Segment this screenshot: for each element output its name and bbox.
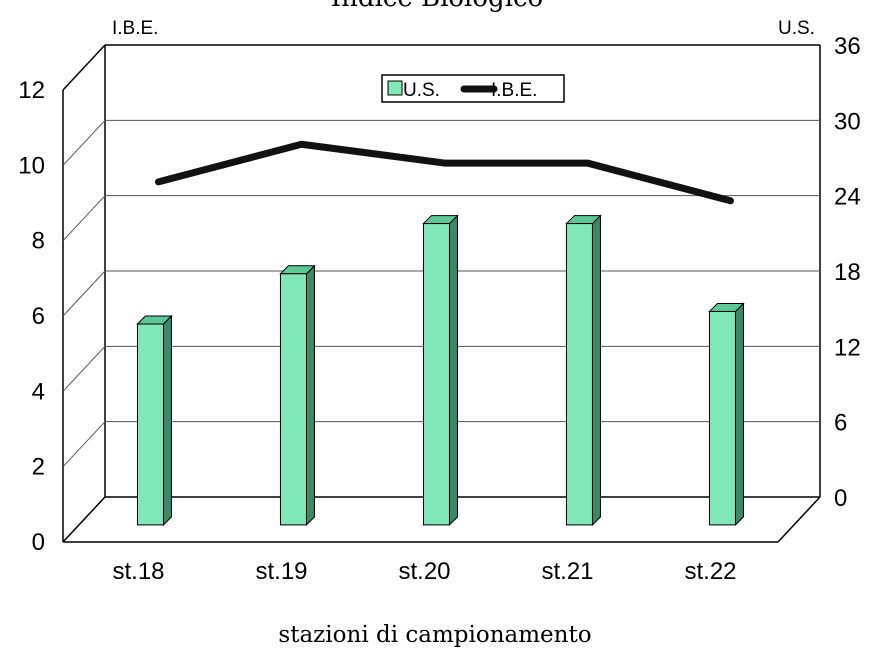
left-tick-label: 0 <box>32 529 45 556</box>
bar-side <box>449 216 457 525</box>
bar-series <box>137 216 743 525</box>
gridline-side <box>63 346 105 391</box>
floor-right-edge <box>778 497 820 542</box>
bar-front <box>709 311 735 524</box>
legend-label-ibe: I.B.E. <box>491 80 537 101</box>
left-tick-label: 12 <box>18 77 45 104</box>
gridline-side <box>63 422 105 467</box>
right-tick-label: 0 <box>834 485 847 512</box>
bar-st.20 <box>423 216 457 525</box>
right-tick-label: 18 <box>834 259 861 286</box>
bar-front <box>137 324 163 525</box>
bar-side <box>735 303 743 524</box>
left-tick-label: 2 <box>32 454 45 481</box>
category-label: st.22 <box>684 558 736 585</box>
right-axis-ticks: 0 6 12 18 24 30 36 <box>834 33 861 512</box>
legend-swatch-us <box>388 81 402 95</box>
category-label: st.19 <box>255 558 307 585</box>
bar-st.19 <box>280 266 314 525</box>
bar-front <box>423 224 449 525</box>
left-tick-label: 8 <box>32 228 45 255</box>
right-tick-label: 12 <box>834 334 861 361</box>
bar-front <box>566 224 592 525</box>
bar-st.21 <box>566 216 600 525</box>
bar-side <box>592 216 600 525</box>
ibe-line <box>158 144 730 201</box>
chart-title: Indice Biologico <box>331 0 543 13</box>
category-label: st.21 <box>541 558 593 585</box>
legend-label-us: U.S. <box>403 80 440 101</box>
right-tick-label: 30 <box>834 108 861 135</box>
x-axis-ticks: st.18 st.19 st.20 st.21 st.22 <box>112 558 736 585</box>
left-axis-ticks: 0 2 4 6 8 10 12 <box>18 77 45 556</box>
left-tick-label: 10 <box>18 152 45 179</box>
left-wall-top-edge <box>63 45 105 90</box>
right-axis-title: U.S. <box>778 18 815 39</box>
x-axis-title: stazioni di campionamento <box>278 622 591 648</box>
category-label: st.18 <box>112 558 164 585</box>
category-label: st.20 <box>398 558 450 585</box>
line-series <box>158 144 730 201</box>
bar-st.18 <box>137 316 171 525</box>
gridline-side <box>63 120 105 165</box>
bar-side <box>163 316 171 525</box>
legend: U.S. I.B.E. <box>382 75 564 102</box>
left-wall-bottom-edge <box>63 497 105 542</box>
bar-side <box>306 266 314 525</box>
left-axis-title: I.B.E. <box>112 18 158 39</box>
right-tick-label: 36 <box>834 33 861 60</box>
bar-st.22 <box>709 303 743 524</box>
gridline-side <box>63 196 105 241</box>
left-tick-label: 6 <box>32 303 45 330</box>
gridline-side <box>63 271 105 316</box>
left-tick-label: 4 <box>32 378 45 405</box>
bar-front <box>280 274 306 525</box>
right-tick-label: 24 <box>834 184 861 211</box>
right-tick-label: 6 <box>834 410 847 437</box>
